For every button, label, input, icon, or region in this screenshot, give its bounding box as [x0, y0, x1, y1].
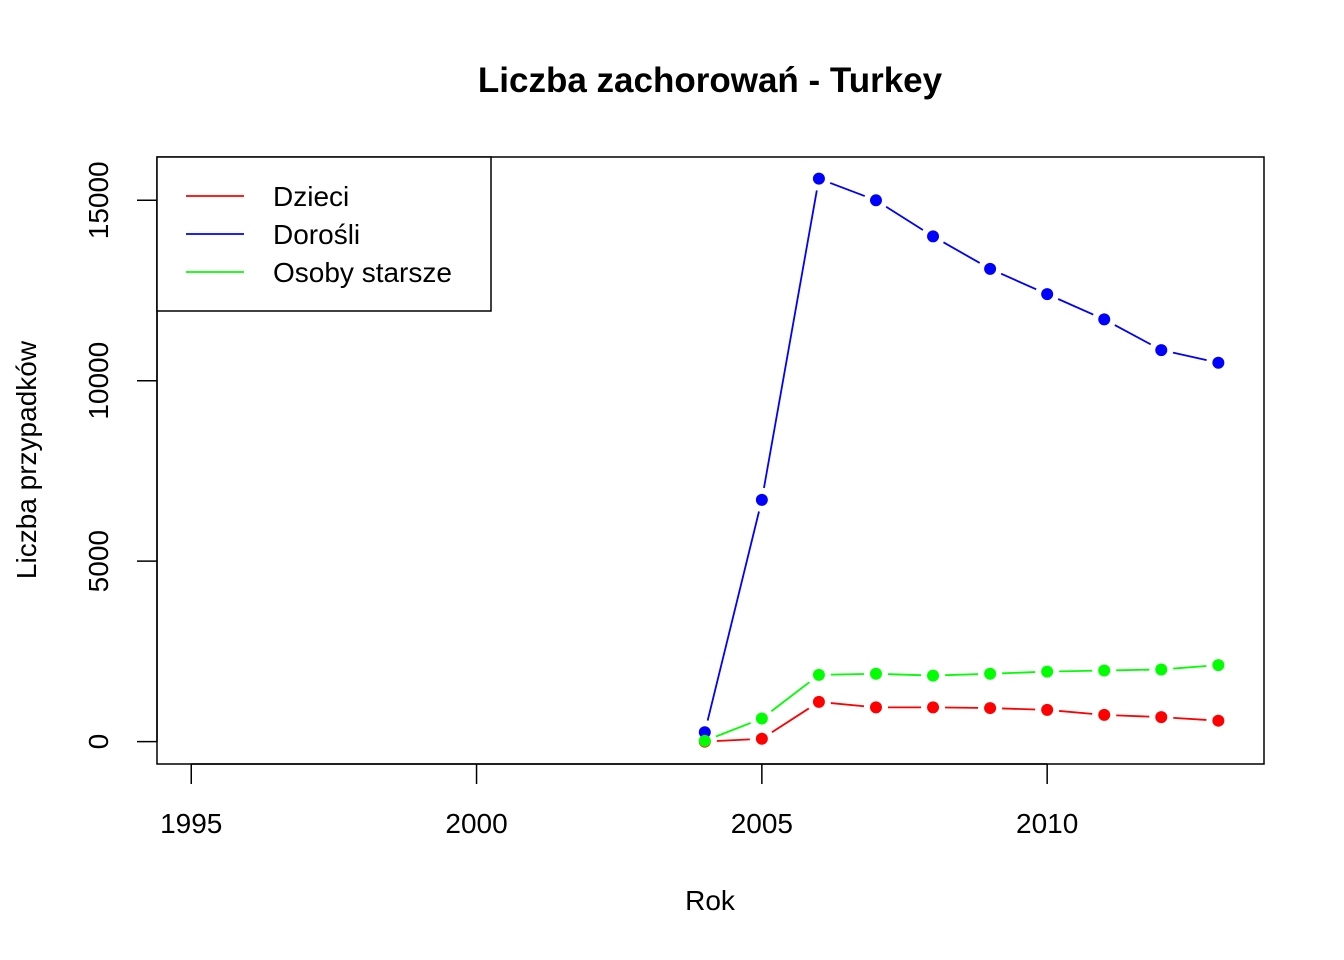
data-point: [755, 732, 768, 745]
x-tick-label: 2010: [1016, 808, 1078, 839]
legend: Dzieci Dorośli Osoby starsze: [156, 156, 492, 312]
data-point: [1041, 665, 1054, 678]
series-segment: [1173, 716, 1207, 721]
series-3: [698, 659, 1225, 747]
series-2: [698, 172, 1225, 739]
x-tick-label: 1995: [160, 808, 222, 839]
y-axis-label: Liczba przypadków: [11, 340, 42, 579]
data-point: [984, 702, 997, 715]
data-point: [1212, 356, 1225, 369]
data-point: [1098, 708, 1111, 721]
series-segment: [1114, 324, 1152, 346]
x-tick-label: 2005: [731, 808, 793, 839]
data-point: [1155, 711, 1168, 724]
y-tick-label: 10000: [83, 342, 114, 420]
data-point: [869, 194, 882, 207]
series-segment: [716, 738, 750, 742]
series-segment: [1002, 671, 1036, 675]
legend-label: Osoby starsze: [273, 257, 452, 288]
legend-label: Dorośli: [273, 219, 360, 250]
legend-label: Dzieci: [273, 181, 349, 212]
x-axis: 1995 2000 2005 2010: [160, 763, 1078, 839]
data-point: [1155, 663, 1168, 676]
data-point: [984, 667, 997, 680]
data-point: [927, 701, 940, 714]
series-segment: [1173, 665, 1207, 670]
x-axis-label: Rok: [685, 885, 736, 916]
series-segment: [1059, 710, 1093, 715]
data-point: [755, 712, 768, 725]
series-segment: [1116, 714, 1150, 718]
series-segment: [1002, 707, 1036, 711]
data-point: [1212, 714, 1225, 727]
data-point: [1098, 664, 1111, 677]
series-1: [698, 695, 1225, 748]
x-tick-label: 2000: [445, 808, 507, 839]
data-point: [812, 172, 825, 185]
series-segment: [715, 722, 752, 738]
data-point: [1212, 659, 1225, 672]
series-segment: [829, 182, 866, 197]
data-point: [1098, 313, 1111, 326]
y-tick-label: 0: [83, 734, 114, 750]
y-tick-label: 5000: [83, 530, 114, 592]
data-point: [812, 695, 825, 708]
data-point: [869, 667, 882, 680]
y-tick-label: 15000: [83, 161, 114, 239]
series-segment: [885, 205, 924, 231]
series-segment: [830, 702, 865, 708]
series-segment: [1057, 298, 1094, 316]
series-segment: [887, 673, 922, 677]
data-point: [984, 262, 997, 275]
data-point: [698, 734, 711, 747]
data-point: [1041, 288, 1054, 301]
data-point: [1041, 703, 1054, 716]
series-segment: [1059, 669, 1093, 673]
series-layer: [698, 172, 1225, 748]
series-segment: [1116, 668, 1150, 672]
series-segment: [945, 673, 979, 677]
data-point: [869, 701, 882, 714]
series-segment: [1000, 272, 1037, 291]
data-point: [1155, 344, 1168, 357]
series-segment: [771, 707, 810, 733]
chart-title: Liczba zachorowań - Turkey: [478, 61, 943, 100]
series-segment: [763, 190, 818, 489]
series-segment: [770, 681, 810, 712]
data-point: [755, 493, 768, 506]
data-point: [812, 668, 825, 681]
series-segment: [706, 511, 760, 721]
data-point: [927, 669, 940, 682]
y-axis: 0 5000 10000 15000: [83, 161, 158, 750]
data-point: [927, 230, 940, 243]
series-segment: [943, 241, 981, 264]
data-point: [698, 726, 711, 739]
series-segment: [1172, 351, 1207, 361]
series-segment: [830, 673, 864, 676]
